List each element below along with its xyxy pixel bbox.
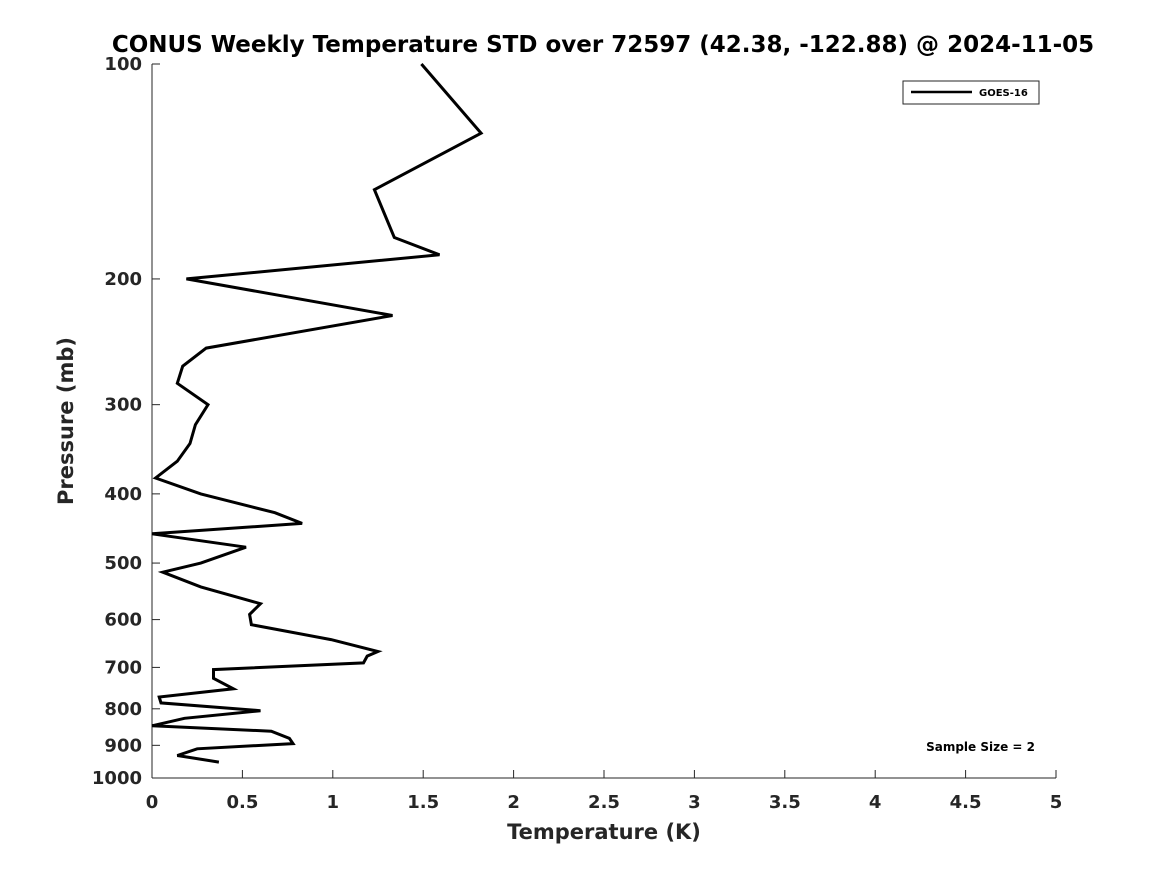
y-tick-label: 1000	[92, 768, 142, 789]
x-tick-label: 3.5	[769, 792, 801, 813]
sample-size-annotation: Sample Size = 2	[926, 740, 1035, 754]
y-tick-label: 500	[104, 553, 142, 574]
legend-label: GOES-16	[979, 88, 1028, 99]
series-line-goes-16	[151, 63, 484, 764]
y-tick-label: 700	[104, 657, 142, 678]
x-axis-label: Temperature (K)	[507, 820, 701, 844]
x-tick-label: 3	[688, 792, 701, 813]
x-tick-label: 0.5	[226, 792, 258, 813]
x-tick-label: 1.5	[407, 792, 439, 813]
x-tick-label: 2	[507, 792, 520, 813]
x-tick-label: 2.5	[588, 792, 620, 813]
y-ticks: 100 200 300 400 500 600 700 800 900 1000	[92, 54, 160, 789]
chart-title: CONUS Weekly Temperature STD over 72597 …	[112, 32, 1094, 58]
x-tick-label: 1	[327, 792, 340, 813]
x-tick-label: 4	[869, 792, 882, 813]
x-tick-label: 4.5	[950, 792, 982, 813]
y-axis-label: Pressure (mb)	[54, 337, 78, 505]
series-group	[151, 63, 484, 764]
x-ticks: 0 0.5 1 1.5 2 2.5 3 3.5 4 4.5 5	[146, 770, 1063, 813]
x-tick-label: 5	[1050, 792, 1063, 813]
y-tick-label: 100	[104, 54, 142, 75]
y-tick-label: 800	[104, 699, 142, 720]
y-tick-label: 400	[104, 484, 142, 505]
legend: GOES-16	[902, 80, 1040, 105]
y-tick-label: 600	[104, 610, 142, 631]
y-tick-label: 300	[104, 395, 142, 416]
plot-frame	[151, 64, 1056, 779]
y-tick-label: 900	[104, 735, 142, 756]
y-tick-label: 200	[104, 269, 142, 290]
x-tick-label: 0	[146, 792, 159, 813]
